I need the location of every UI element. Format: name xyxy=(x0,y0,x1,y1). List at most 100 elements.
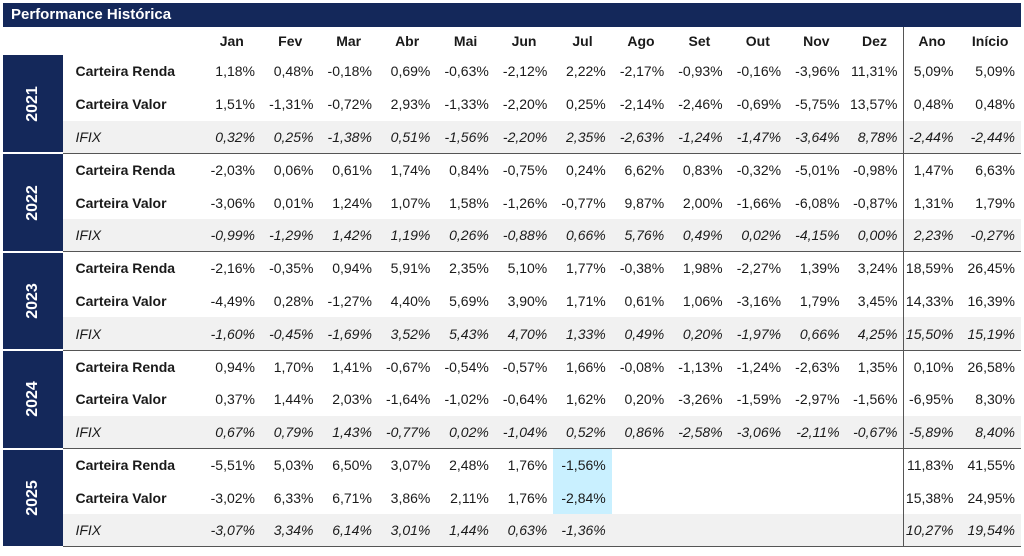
value-cell: 1,44% xyxy=(436,514,495,548)
value-cell: 1,06% xyxy=(682,292,723,309)
value-cell: 3,86% xyxy=(390,489,431,506)
value-cell: 1,58% xyxy=(449,194,489,211)
table-row: Carteira Valor 1,51% -1,31% -0,72% 2,93% -1,3… xyxy=(3,87,1021,121)
performance-table-container: Performance Histórica Jan Fev Mar Abr Mai Jun… xyxy=(3,3,1021,548)
value-cell: 1,74% xyxy=(390,162,431,179)
table-row: IFIX 0,67% 0,79% 1,43% -0,77% 0,02% -1,04% 0,52… xyxy=(3,415,1021,450)
value-cell: 4,70% xyxy=(494,317,554,351)
value-cell xyxy=(787,481,845,514)
value-cell: 1,79% xyxy=(975,194,1015,211)
row-label: IFIX xyxy=(63,514,203,548)
value-cell: 2,48% xyxy=(449,457,489,474)
value-cell: 15,19% xyxy=(959,317,1021,351)
value-cell: 15,50% xyxy=(903,317,960,351)
value-cell: -5,75% xyxy=(795,96,840,113)
value-cell: -0,93% xyxy=(678,63,723,80)
value-cell: -0,87% xyxy=(853,194,898,211)
value-cell: 1,70% xyxy=(273,358,314,375)
value-cell: -1,56% xyxy=(436,120,495,154)
value-cell: 0,24% xyxy=(566,162,606,179)
value-cell: 4,40% xyxy=(390,292,431,309)
value-cell: 3,24% xyxy=(857,260,898,277)
value-cell xyxy=(670,514,729,548)
value-cell: 5,69% xyxy=(449,292,489,309)
value-cell xyxy=(670,449,728,482)
value-cell: 0,49% xyxy=(611,317,671,351)
value-cell: 41,55% xyxy=(967,457,1015,474)
year-label: 2021 xyxy=(3,55,64,155)
row-label: Carteira Renda xyxy=(75,63,176,80)
value-cell: -1,38% xyxy=(319,120,378,154)
value-cell: -1,33% xyxy=(444,96,489,113)
value-cell: 5,03% xyxy=(273,457,314,474)
value-cell: 2,00% xyxy=(682,194,723,211)
value-cell: 6,71% xyxy=(332,489,372,506)
value-cell: 0,48% xyxy=(903,87,960,121)
year-text: 2025 xyxy=(24,479,42,516)
column-header: Ano xyxy=(903,27,960,55)
value-cell: -2,97% xyxy=(795,391,840,408)
value-cell: -6,08% xyxy=(795,194,840,211)
value-cell: -0,45% xyxy=(261,317,320,351)
column-header: Jul xyxy=(572,33,593,49)
value-cell: -1,27% xyxy=(327,292,372,309)
value-cell: -2,44% xyxy=(903,120,960,154)
value-cell: 2,93% xyxy=(390,96,431,113)
row-label: IFIX xyxy=(63,120,203,154)
value-cell: 6,50% xyxy=(332,457,372,474)
value-cell: 0,10% xyxy=(903,350,960,383)
year-label: 2023 xyxy=(3,251,64,352)
row-label: Carteira Valor xyxy=(75,391,167,408)
value-cell: 1,07% xyxy=(390,194,431,211)
value-cell: 5,09% xyxy=(903,55,960,88)
value-cell: 26,45% xyxy=(967,260,1015,277)
value-cell: -3,06% xyxy=(210,194,255,211)
value-cell: 4,25% xyxy=(845,317,904,351)
value-cell: -1,97% xyxy=(728,317,788,351)
table-title: Performance Histórica xyxy=(3,3,1021,27)
value-cell: -0,69% xyxy=(736,96,782,113)
value-cell: 2,23% xyxy=(903,218,960,253)
value-cell: 0,02% xyxy=(436,415,495,450)
value-cell xyxy=(787,514,846,548)
value-cell: -0,99% xyxy=(202,218,261,253)
value-cell: 0,28% xyxy=(273,292,314,309)
year-text: 2021 xyxy=(24,85,42,122)
value-cell: -0,57% xyxy=(502,358,548,375)
table-body: 2021 Carteira Renda 1,18% 0,48% -0,18% 0,69% -… xyxy=(3,55,1021,548)
value-cell: 1,42% xyxy=(319,218,378,253)
value-cell: -1,02% xyxy=(444,391,489,408)
value-cell: -0,35% xyxy=(269,260,314,277)
value-cell: 0,79% xyxy=(261,415,320,450)
value-cell: -2,27% xyxy=(736,260,782,277)
value-cell: 0,66% xyxy=(787,317,846,351)
column-header: Nov xyxy=(803,33,830,49)
value-cell: 0,26% xyxy=(436,218,495,253)
table-row: Carteira Valor -4,49% 0,28% -1,27% 4,40% 5,69… xyxy=(3,284,1021,318)
column-header: Mar xyxy=(336,33,362,49)
column-header: Jan xyxy=(219,33,244,49)
value-cell: 1,51% xyxy=(215,96,255,113)
value-cell: 0,63% xyxy=(494,514,554,548)
value-cell: -0,72% xyxy=(327,96,372,113)
header-label-spacer xyxy=(63,27,202,55)
value-cell: -0,38% xyxy=(619,260,665,277)
value-cell: 6,14% xyxy=(319,514,378,548)
column-header: Fev xyxy=(278,33,303,49)
value-cell: -3,06% xyxy=(728,415,788,450)
value-cell: 1,79% xyxy=(799,292,840,309)
value-cell: -1,24% xyxy=(670,120,729,154)
value-cell: -0,67% xyxy=(845,415,904,450)
value-cell: 26,58% xyxy=(967,358,1015,375)
value-cell: 1,41% xyxy=(332,358,372,375)
year-text: 2023 xyxy=(24,283,42,319)
value-cell: -0,16% xyxy=(736,63,782,80)
value-cell: 0,52% xyxy=(553,415,612,450)
value-cell: -3,26% xyxy=(678,391,723,408)
column-header: Jun xyxy=(511,33,537,49)
value-cell: -2,84% xyxy=(553,481,612,515)
value-cell: -3,07% xyxy=(202,514,261,548)
value-cell: -1,47% xyxy=(728,120,788,154)
value-cell: -2,14% xyxy=(619,96,665,113)
value-cell: 0,66% xyxy=(553,218,612,253)
